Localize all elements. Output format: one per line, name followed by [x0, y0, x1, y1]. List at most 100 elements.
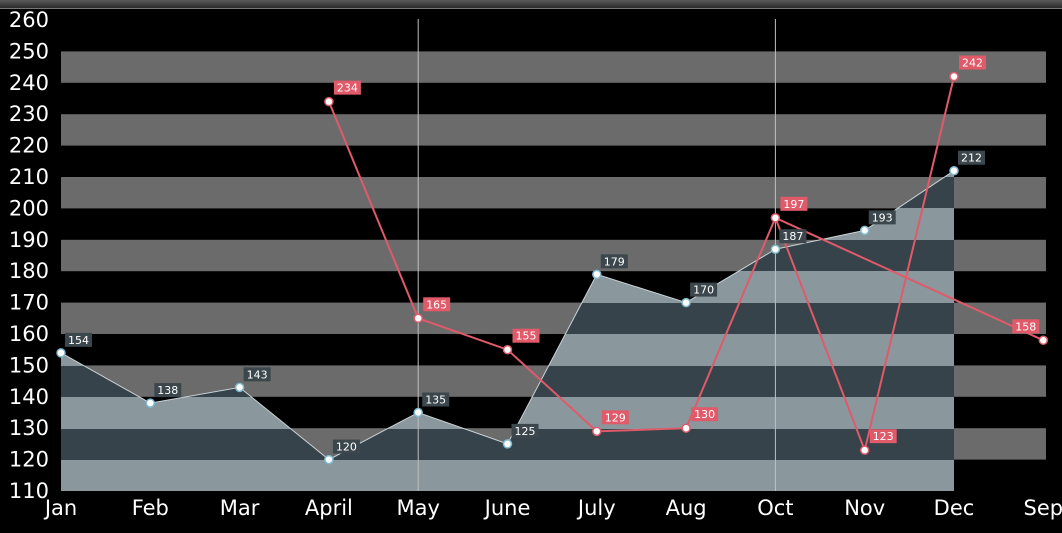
line-label-box: [780, 196, 808, 211]
line-data-label: 130: [694, 408, 715, 421]
line-point: [413, 313, 423, 324]
x-tick-label: Feb: [132, 496, 169, 520]
area-label-box: [600, 254, 628, 269]
y-tick-label: 180: [9, 259, 49, 283]
area-fill-band: [61, 460, 954, 491]
line-data-label: 123: [873, 430, 894, 443]
y-tick-label: 140: [9, 385, 49, 409]
line-label-box: [512, 328, 540, 343]
area-point: [592, 269, 602, 280]
x-tick-label: Dec: [934, 496, 975, 520]
area-point: [324, 454, 334, 465]
y-tick-label: 210: [9, 165, 49, 189]
line-point: [681, 423, 691, 433]
x-tick-label: Oct: [757, 496, 793, 520]
area-point: [949, 165, 959, 176]
x-tick-label: Sep: [1024, 496, 1062, 520]
area-data-label: 179: [604, 255, 625, 268]
area-data-label: 120: [336, 441, 357, 454]
area-point: [145, 398, 156, 408]
y-tick-label: 250: [9, 39, 49, 63]
area-label-box: [690, 282, 718, 297]
area-data-label: 170: [693, 284, 714, 297]
area-label-box: [422, 392, 450, 407]
line-data-label: 158: [1015, 320, 1036, 333]
area-point: [502, 439, 513, 449]
area-data-label: 135: [425, 394, 446, 407]
y-tick-label: 170: [9, 291, 49, 315]
series-lines: [327, 76, 1044, 454]
area-point: [681, 297, 691, 308]
window-top-bar: [0, 0, 1062, 9]
y-tick-label: 190: [9, 228, 49, 252]
area-fill-band: [61, 334, 954, 366]
y-tick-label: 120: [9, 448, 49, 472]
area-label-box: [779, 229, 807, 244]
area-label-box: [154, 383, 182, 398]
line-label-box: [869, 429, 897, 444]
y-tick-label: 240: [9, 71, 49, 95]
x-tick-label: May: [396, 496, 439, 520]
line-point: [502, 344, 513, 355]
series-points: [56, 71, 1049, 465]
line-label-box: [333, 80, 361, 95]
line-label-box: [691, 407, 719, 422]
line-point: [324, 96, 334, 107]
line-data-label: 155: [516, 330, 537, 343]
y-tick-label: 160: [9, 322, 49, 346]
line-point: [1038, 335, 1049, 346]
area-point: [859, 225, 870, 236]
x-tick-label: Mar: [220, 496, 260, 520]
area-data-label: 143: [247, 368, 268, 381]
area-label-box: [243, 367, 271, 382]
y-tick-label: 200: [9, 196, 49, 220]
area-fill-band: [61, 397, 954, 429]
x-axis: Jan Feb Mar April May June July Aug Oct Nov Dec Sep: [43, 496, 1062, 520]
area-label-box: [65, 332, 92, 347]
line-label-box: [423, 297, 451, 312]
x-tick-label: Jan: [43, 496, 77, 520]
area-label-box: [958, 150, 985, 165]
secondary-line: [327, 76, 1044, 454]
x-tick-label: June: [483, 496, 531, 520]
line-data-label: 234: [337, 82, 358, 95]
area-fill-band: [581, 271, 954, 303]
line-point: [592, 426, 602, 437]
area-data-label: 138: [157, 384, 178, 397]
area-label-box: [511, 423, 539, 438]
line-data-label: 242: [962, 57, 983, 70]
line-label-box: [959, 55, 986, 70]
y-tick-label: 230: [9, 102, 49, 126]
area-data-label: 193: [872, 211, 893, 224]
y-axis: 110 120 130 140 150 160 170 180 190 200 210 220 230 2…: [9, 8, 49, 503]
data-labels: 154 138 143 120 135 125 179 170 187 193 212 234 165 1…: [65, 55, 1040, 454]
area-point: [56, 348, 66, 358]
line-data-label: 197: [783, 198, 804, 211]
line-label-box: [601, 410, 629, 425]
line-point: [859, 445, 870, 455]
line-data-label: 129: [605, 411, 626, 424]
x-tick-label: Nov: [844, 496, 885, 520]
area-point: [234, 382, 245, 393]
grid-band: [61, 51, 1046, 83]
y-tick-label: 110: [9, 479, 49, 503]
y-tick-label: 220: [9, 134, 49, 158]
line-data-label: 165: [426, 298, 447, 311]
grid-band: [61, 114, 1046, 146]
y-tick-label: 150: [9, 353, 49, 377]
grid-band: [61, 177, 1046, 209]
area-data-label: 154: [68, 334, 89, 347]
line-point: [949, 71, 959, 82]
line-label-box: [1012, 319, 1040, 334]
area-data-label: 212: [961, 152, 982, 165]
area-data-label: 187: [782, 230, 803, 243]
x-tick-label: April: [305, 496, 353, 520]
area-data-label: 125: [515, 425, 536, 438]
line-point: [770, 213, 781, 223]
y-tick-label: 260: [9, 8, 49, 32]
y-tick-label: 130: [9, 416, 49, 440]
area-label-box: [868, 210, 896, 225]
x-tick-label: Aug: [666, 496, 707, 520]
area-label-box: [332, 439, 360, 454]
